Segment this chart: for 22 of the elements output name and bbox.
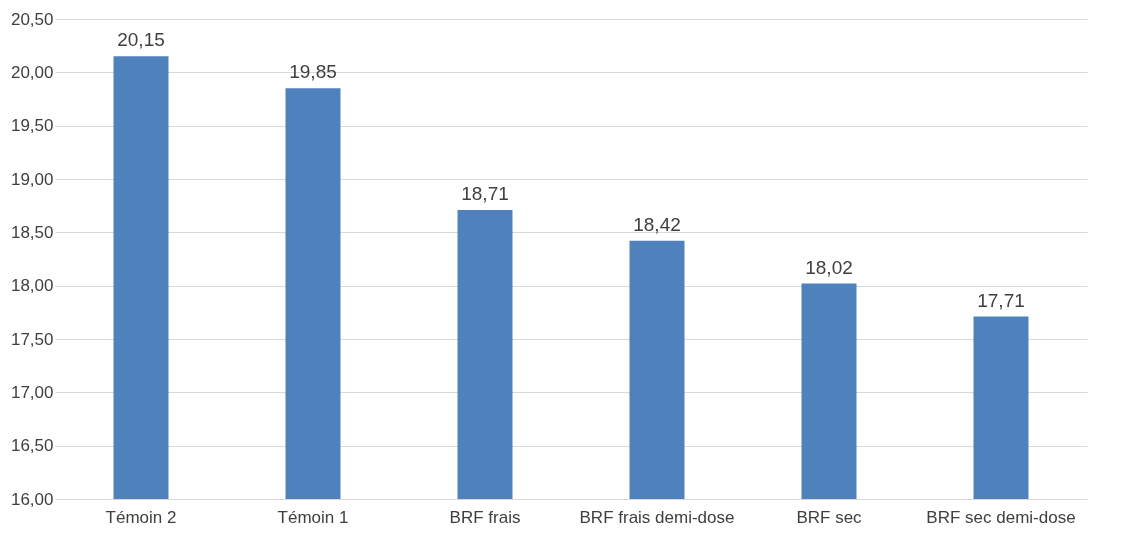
data-label: 20,15 (117, 29, 165, 51)
y-tick-label: 20,00 (10, 62, 54, 82)
x-tick-label: Témoin 2 (105, 507, 177, 527)
data-label: 18,71 (461, 182, 509, 204)
data-label: 19,85 (289, 61, 337, 83)
x-tick-label: BRF sec (796, 507, 863, 527)
y-tick-label: 16,00 (10, 489, 54, 509)
y-tick-label: 16,50 (10, 436, 54, 456)
x-tick-label: BRF sec demi-dose (926, 507, 1076, 527)
y-tick-label: 17,00 (10, 382, 54, 402)
x-tick-label: BRF frais (449, 507, 521, 527)
x-tick-label: BRF frais demi-dose (579, 507, 735, 527)
y-tick-label: 17,50 (10, 329, 54, 349)
data-label: 17,71 (977, 289, 1025, 311)
data-label: 18,02 (805, 256, 853, 278)
y-tick-label: 19,00 (10, 169, 54, 189)
y-tick-label: 19,50 (10, 116, 54, 136)
x-tick-label: Témoin 1 (277, 507, 349, 527)
y-tick-label: 18,00 (10, 276, 54, 296)
data-label: 18,42 (633, 213, 681, 235)
y-tick-label: 18,50 (10, 222, 54, 242)
y-tick-label: 20,50 (10, 9, 54, 29)
